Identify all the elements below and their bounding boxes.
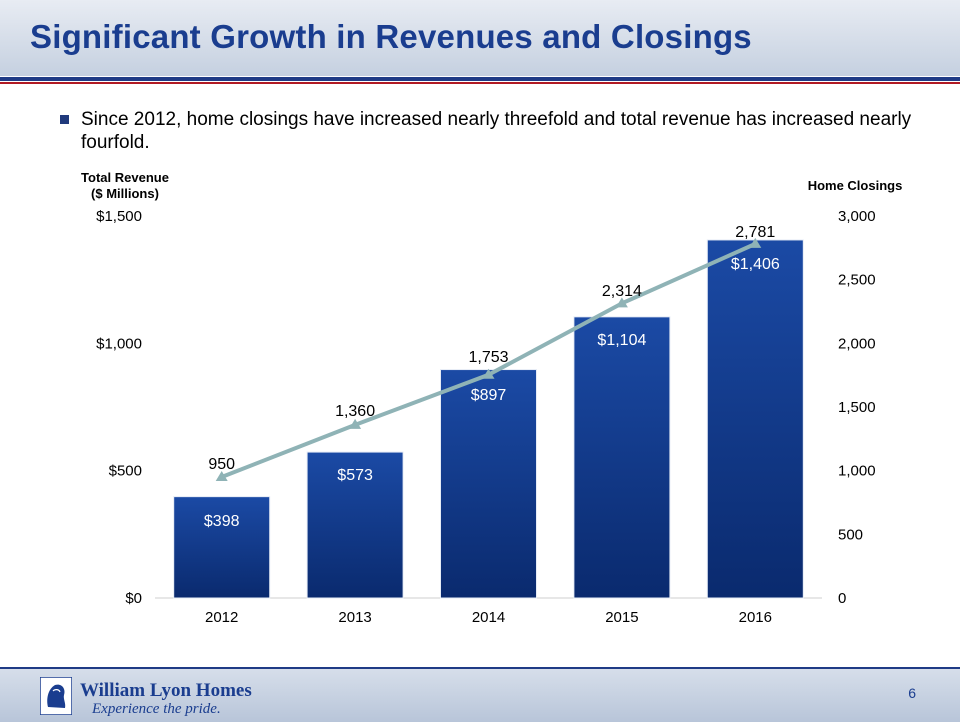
closings-point (482, 368, 495, 379)
closings-point (615, 297, 628, 308)
right-axis-tick: 2,000 (838, 335, 876, 352)
right-axis-title: Home Closings (807, 178, 903, 193)
closings-point (349, 418, 362, 429)
revenue-data-label: $1,406 (731, 256, 780, 273)
left-axis-tick: $1,000 (96, 335, 142, 352)
lion-logo-icon (40, 677, 72, 715)
revenue-data-label: $897 (471, 387, 507, 404)
left-axis-tick: $0 (125, 590, 142, 607)
closings-data-label: 2,314 (602, 283, 642, 300)
page-number: 6 (908, 685, 916, 701)
header-rule-blue (0, 77, 960, 81)
left-axis-title: Total Revenue ($ Millions) (70, 170, 180, 202)
closings-point (749, 237, 762, 248)
left-axis-title-line2: ($ Millions) (91, 186, 159, 201)
x-axis-tick: 2014 (472, 609, 505, 626)
revenue-bar (306, 451, 404, 599)
left-axis-title-line1: Total Revenue (81, 170, 169, 185)
closings-data-label: 1,360 (335, 403, 375, 420)
x-axis-tick: 2015 (605, 609, 638, 626)
closings-data-label: 2,781 (735, 224, 775, 241)
header-rule-red (0, 82, 960, 84)
closings-data-label: 1,753 (468, 349, 508, 366)
x-axis-tick: 2016 (739, 609, 772, 626)
closings-data-label: 950 (208, 456, 235, 473)
closings-point (215, 471, 228, 482)
x-axis-tick: 2012 (205, 609, 238, 626)
left-axis-tick: $1,500 (96, 208, 142, 225)
right-axis-tick: 500 (838, 526, 863, 543)
company-tagline: Experience the pride. (92, 701, 221, 717)
bullet-square-icon (60, 115, 69, 124)
bullet-text: Since 2012, home closings have increased… (81, 109, 912, 153)
right-axis-tick: 2,500 (838, 272, 876, 289)
right-axis-tick: 1,000 (838, 463, 876, 480)
company-name: William Lyon Homes (80, 680, 252, 701)
right-axis-tick: 3,000 (838, 208, 876, 225)
right-axis-tick: 1,500 (838, 399, 876, 416)
revenue-bar (573, 316, 671, 599)
x-axis-tick: 2013 (338, 609, 371, 626)
revenue-data-label: $573 (337, 467, 373, 484)
revenue-bar (706, 239, 804, 599)
revenue-bar (173, 496, 271, 599)
revenue-data-label: $398 (204, 513, 240, 530)
footer-band: William Lyon Homes Experience the pride.… (0, 667, 960, 722)
revenue-data-label: $1,104 (597, 332, 646, 349)
right-axis-tick: 0 (838, 590, 846, 607)
left-axis-tick: $500 (109, 463, 142, 480)
header-band (0, 0, 960, 76)
bullet-item: Since 2012, home closings have increased… (60, 108, 920, 154)
page-title: Significant Growth in Revenues and Closi… (30, 18, 752, 55)
